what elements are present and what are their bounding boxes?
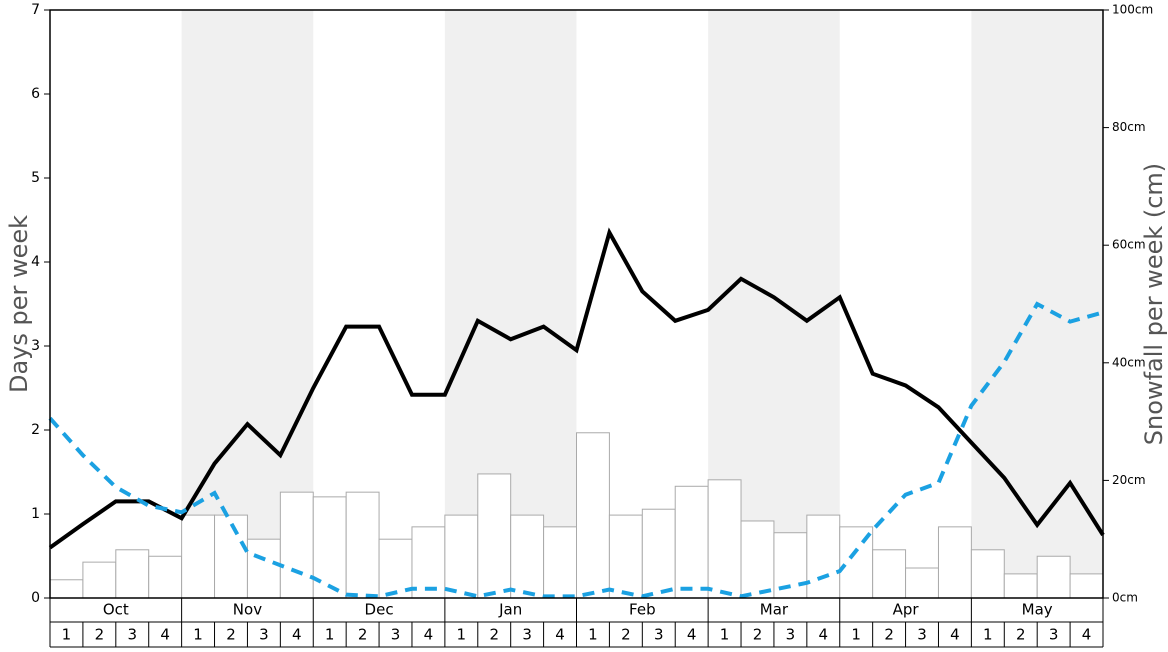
y2-tick-label: 40cm bbox=[1112, 355, 1146, 369]
bar bbox=[707, 479, 742, 599]
week-label: 3 bbox=[391, 626, 401, 644]
y2-tick-label: 20cm bbox=[1112, 473, 1146, 487]
bar bbox=[345, 491, 380, 599]
week-label: 1 bbox=[588, 626, 598, 644]
line bbox=[48, 227, 1105, 550]
week-label: 4 bbox=[687, 626, 697, 644]
week-label: 2 bbox=[753, 626, 763, 644]
bar bbox=[1069, 573, 1104, 599]
y-tick-label: 5 bbox=[31, 170, 40, 186]
bar bbox=[246, 538, 281, 599]
week-label: 2 bbox=[621, 626, 631, 644]
y2-tick-label: 100cm bbox=[1112, 3, 1153, 17]
week-label: 3 bbox=[1049, 626, 1059, 644]
bar bbox=[641, 508, 676, 599]
week-label: 2 bbox=[226, 626, 236, 644]
month-label: Dec bbox=[365, 601, 394, 619]
week-label: 2 bbox=[358, 626, 368, 644]
bar bbox=[444, 514, 479, 599]
bar bbox=[510, 514, 545, 599]
week-label: 3 bbox=[259, 626, 269, 644]
y-tick-label: 3 bbox=[31, 338, 40, 354]
week-label: 1 bbox=[983, 626, 993, 644]
week-label: 1 bbox=[720, 626, 730, 644]
week-label: 4 bbox=[1082, 626, 1092, 644]
bar bbox=[148, 555, 183, 599]
week-label: 1 bbox=[62, 626, 72, 644]
week-label: 4 bbox=[424, 626, 434, 644]
bar bbox=[543, 526, 577, 599]
bar bbox=[279, 491, 314, 599]
month-label: May bbox=[1022, 601, 1053, 619]
week-label: 2 bbox=[1016, 626, 1026, 644]
bar bbox=[477, 473, 512, 599]
bar bbox=[740, 520, 775, 599]
bar bbox=[214, 514, 248, 599]
y-axis-label: Days per week bbox=[5, 215, 33, 393]
y-tick-label: 1 bbox=[31, 506, 40, 522]
week-label: 4 bbox=[555, 626, 565, 644]
y-tick-label: 0 bbox=[31, 590, 40, 606]
bar bbox=[674, 485, 709, 599]
bar bbox=[905, 567, 939, 599]
week-label: 2 bbox=[884, 626, 894, 644]
week-label: 4 bbox=[819, 626, 829, 644]
y-tick-label: 7 bbox=[31, 2, 40, 18]
y2-tick-label: 0cm bbox=[1112, 591, 1138, 605]
month-label: Apr bbox=[893, 601, 920, 619]
y2-tick-label: 60cm bbox=[1112, 238, 1146, 252]
week-label: 3 bbox=[127, 626, 137, 644]
week-label: 3 bbox=[786, 626, 796, 644]
month-label: Mar bbox=[760, 601, 789, 619]
bar bbox=[806, 514, 841, 599]
month-label: Jan bbox=[498, 601, 522, 619]
bar bbox=[1036, 555, 1071, 599]
week-label: 3 bbox=[654, 626, 664, 644]
week-label: 1 bbox=[193, 626, 203, 644]
bar bbox=[82, 561, 117, 599]
line bbox=[48, 301, 1104, 599]
bar bbox=[937, 526, 972, 599]
month-label: Oct bbox=[103, 601, 129, 619]
week-label: 1 bbox=[851, 626, 861, 644]
week-label: 3 bbox=[917, 626, 927, 644]
bar bbox=[49, 579, 84, 599]
bar bbox=[1003, 573, 1038, 599]
week-label: 3 bbox=[522, 626, 532, 644]
bar bbox=[970, 549, 1005, 599]
month-label: Feb bbox=[629, 601, 656, 619]
week-label: 4 bbox=[950, 626, 960, 644]
y-tick-label: 2 bbox=[31, 422, 40, 438]
bar bbox=[576, 432, 610, 599]
bar bbox=[115, 549, 150, 599]
week-label: 2 bbox=[489, 626, 499, 644]
y2-axis-label: Snowfall per week (cm) bbox=[1140, 163, 1168, 445]
week-label: 1 bbox=[457, 626, 467, 644]
week-label: 1 bbox=[325, 626, 335, 644]
week-label: 2 bbox=[95, 626, 105, 644]
bar bbox=[872, 549, 907, 599]
bar bbox=[411, 526, 446, 599]
month-label: Nov bbox=[233, 601, 262, 619]
bar bbox=[608, 514, 643, 599]
y2-tick-label: 80cm bbox=[1112, 120, 1146, 134]
bar bbox=[181, 514, 216, 599]
y-tick-label: 4 bbox=[31, 254, 40, 270]
week-label: 4 bbox=[292, 626, 302, 644]
y-tick-label: 6 bbox=[31, 86, 40, 102]
bar bbox=[312, 496, 347, 599]
week-label: 4 bbox=[160, 626, 170, 644]
